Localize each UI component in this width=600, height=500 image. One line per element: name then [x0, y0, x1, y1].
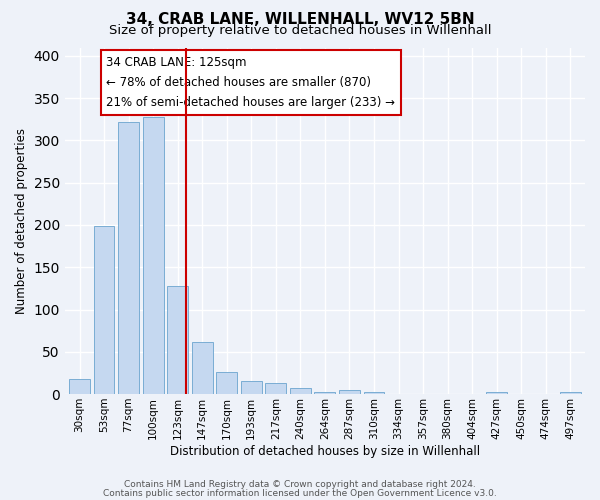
Bar	[560, 392, 581, 394]
Bar	[290, 388, 311, 394]
Bar	[118, 122, 139, 394]
Bar	[241, 380, 262, 394]
Bar	[94, 226, 115, 394]
Bar	[167, 286, 188, 394]
Y-axis label: Number of detached properties: Number of detached properties	[15, 128, 28, 314]
Bar	[69, 379, 90, 394]
Text: 34, CRAB LANE, WILLENHALL, WV12 5BN: 34, CRAB LANE, WILLENHALL, WV12 5BN	[125, 12, 475, 28]
Bar	[339, 390, 360, 394]
X-axis label: Distribution of detached houses by size in Willenhall: Distribution of detached houses by size …	[170, 444, 480, 458]
Bar	[192, 342, 212, 394]
Text: 34 CRAB LANE: 125sqm
← 78% of detached houses are smaller (870)
21% of semi-deta: 34 CRAB LANE: 125sqm ← 78% of detached h…	[106, 56, 395, 109]
Bar	[486, 392, 507, 394]
Bar	[143, 117, 164, 394]
Text: Contains public sector information licensed under the Open Government Licence v3: Contains public sector information licen…	[103, 488, 497, 498]
Text: Contains HM Land Registry data © Crown copyright and database right 2024.: Contains HM Land Registry data © Crown c…	[124, 480, 476, 489]
Bar	[265, 383, 286, 394]
Bar	[314, 392, 335, 394]
Bar	[217, 372, 237, 394]
Text: Size of property relative to detached houses in Willenhall: Size of property relative to detached ho…	[109, 24, 491, 37]
Bar	[364, 392, 385, 394]
